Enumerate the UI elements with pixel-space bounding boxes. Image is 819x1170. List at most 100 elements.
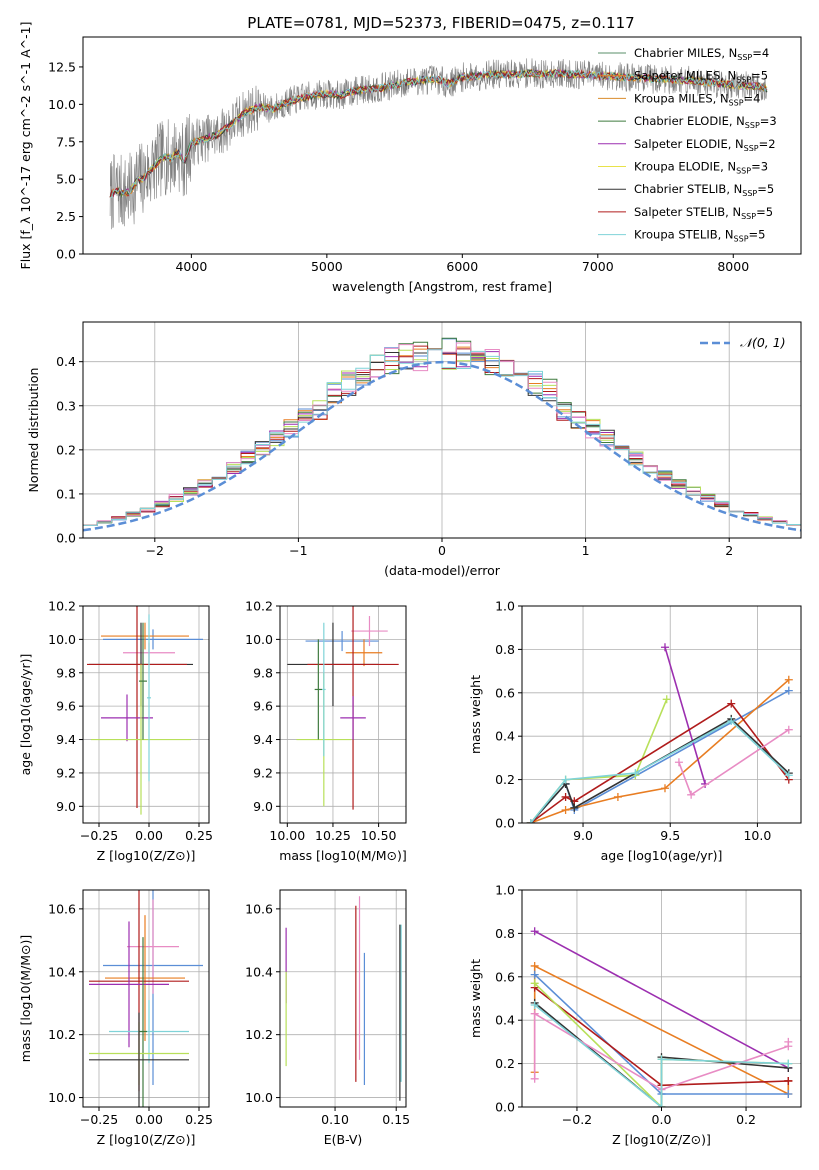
weight-point-marker	[530, 927, 539, 936]
y-tick-label: 0.8	[495, 642, 515, 657]
data-point	[147, 614, 151, 782]
y-tick-label: 1.0	[495, 883, 515, 898]
y-tick-label: 0.0	[56, 531, 76, 546]
x-tick-label: 9.0	[573, 828, 593, 843]
x-tick-label: 0.0	[652, 1112, 672, 1127]
weight-point-marker	[784, 675, 793, 684]
axes: 9.0 9.5 10.0 0.0 0.2 0.4 0.6 0.8 1.0 age [log10(a…	[468, 599, 802, 863]
plot-area	[287, 606, 399, 810]
y-tick-label: 10.0	[245, 1090, 273, 1105]
weight-point-marker	[687, 790, 696, 799]
x-tick-label: 10.25	[315, 828, 351, 843]
y-tick-label: 9.0	[253, 799, 273, 814]
x-tick-label: 0.25	[185, 828, 213, 843]
y-tick-label: 10.0	[245, 632, 273, 647]
y-tick-label: 0.4	[56, 354, 76, 369]
y-tick-label: 9.6	[253, 699, 273, 714]
weight-point-marker	[657, 1103, 666, 1107]
y-tick-label: 7.5	[56, 134, 76, 149]
legend-entry: Kroupa ELODIE, NSSP=3	[634, 160, 768, 176]
x-tick-label: −0.2	[562, 1112, 592, 1127]
weight-point-marker	[784, 1089, 793, 1098]
data-point	[305, 631, 379, 652]
y-tick-label: 10.2	[48, 1027, 76, 1042]
legend-entry: Salpeter MILES, NSSP=5	[634, 69, 768, 85]
y-axis-label: mass [log10(M/M⊙)]	[18, 935, 33, 1063]
data-point	[307, 606, 399, 810]
grid	[280, 605, 406, 823]
x-axis-label: Z [log10(Z/Z⊙)]	[612, 1132, 711, 1147]
y-tick-label: 0.0	[495, 1100, 515, 1115]
data-point	[340, 696, 366, 740]
y-tick-label: 10.4	[48, 964, 76, 979]
y-tick-label: 0.2	[495, 772, 515, 787]
y-tick-label: 9.4	[253, 732, 273, 747]
model-spectrum-line	[110, 69, 768, 198]
x-tick-label: −0.25	[80, 828, 118, 843]
legend-entry: Chabrier STELIB, NSSP=5	[634, 182, 774, 198]
y-tick-label: 0.1	[56, 486, 76, 501]
data-point	[103, 629, 203, 650]
y-axis-label: mass weight	[468, 675, 483, 754]
weight-point-marker	[674, 758, 683, 767]
axes: 10.00 10.25 10.50 9.0 9.2 9.4 9.6 9.8 10.0 10.2 ma…	[245, 599, 407, 864]
data-point	[89, 1012, 189, 1107]
legend: 𝒩(0, 1)	[700, 335, 786, 350]
data-point	[109, 1000, 189, 1063]
weight-series-line	[530, 698, 668, 823]
weight-series-line	[534, 1004, 789, 1107]
weight-series-line	[530, 717, 790, 823]
x-tick-label: 4000	[175, 259, 207, 274]
mass-vs-metallicity-panel: −0.25 0.00 0.25 10.0 10.2 10.4 10.6 Z [log10(Z/…	[18, 889, 213, 1147]
x-tick-label: 0.00	[135, 1112, 163, 1127]
weight-point-marker	[530, 1009, 539, 1018]
age-vs-mass-panel: 10.00 10.25 10.50 9.0 9.2 9.4 9.6 9.8 10.0 10.2 ma…	[245, 599, 407, 864]
x-tick-label: 0.00	[135, 828, 163, 843]
x-tick-label: 0.2	[736, 1112, 756, 1127]
y-tick-label: 10.0	[48, 632, 76, 647]
x-tick-label: 6000	[446, 259, 478, 274]
legend-entry: Chabrier ELODIE, NSSP=3	[634, 114, 777, 130]
axes: 4000 5000 6000 7000 8000 0.0 2.5 5.0 7.5 10.0 12.5…	[18, 22, 802, 294]
x-tick-label: 9.5	[660, 828, 680, 843]
data-point	[101, 622, 189, 650]
x-tick-label: −2	[146, 543, 164, 558]
legend-entry: Chabrier MILES, NSSP=4	[634, 46, 769, 62]
grid	[83, 890, 209, 1107]
weight-point-marker	[662, 695, 671, 704]
axes-frame	[521, 605, 802, 824]
x-axis-label: wavelength [Angstrom, rest frame]	[332, 279, 552, 294]
weight-point-marker	[530, 1074, 539, 1083]
x-tick-label: 0.10	[321, 1112, 349, 1127]
weight-point-marker	[660, 643, 669, 652]
legend-entry: Salpeter STELIB, NSSP=5	[634, 205, 773, 221]
weight-point-marker	[530, 961, 539, 970]
plot-area	[83, 337, 801, 532]
plot-area	[89, 890, 203, 1107]
weight-series-line	[530, 679, 790, 823]
x-axis-label: (data-model)/error	[384, 563, 501, 578]
residual-histogram-panel: −2 −1 0 1 2 0.0 0.1 0.2 0.3 0.4 (data-model)/error…	[26, 321, 802, 578]
y-tick-label: 9.2	[253, 765, 273, 780]
grid	[522, 605, 801, 824]
data-point	[314, 639, 322, 740]
y-tick-label: 9.2	[56, 765, 76, 780]
data-point	[101, 694, 153, 742]
weight-point-marker	[657, 1055, 666, 1064]
y-tick-label: 0.6	[495, 969, 515, 984]
x-tick-label: 0.15	[382, 1112, 410, 1127]
residual-histogram-step	[83, 349, 801, 526]
axes: −0.25 0.00 0.25 10.0 10.2 10.4 10.6 Z [log10(Z/…	[18, 889, 213, 1147]
axes-frame	[82, 889, 210, 1108]
y-tick-label: 0.4	[495, 729, 515, 744]
axes-frame	[279, 605, 407, 824]
data-point	[127, 899, 179, 994]
weight-point-marker	[530, 1001, 539, 1010]
x-tick-label: 8000	[717, 259, 749, 274]
legend-entry: Salpeter ELODIE, NSSP=2	[634, 137, 776, 153]
weight-point-marker	[526, 819, 535, 823]
y-tick-label: 0.4	[495, 1013, 515, 1028]
weight-point-marker	[561, 775, 570, 784]
y-tick-label: 9.8	[253, 665, 273, 680]
